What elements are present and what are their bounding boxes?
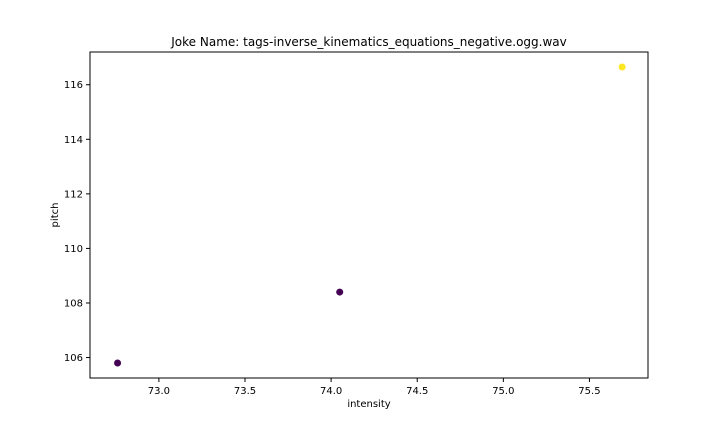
x-tick-label: 73.0	[148, 386, 170, 397]
y-tick-label: 114	[64, 135, 83, 146]
data-point	[114, 359, 122, 367]
y-axis: 106 108 110 112 114 116	[64, 80, 90, 364]
y-tick-label: 108	[64, 298, 83, 309]
x-tick-label: 74.5	[406, 386, 428, 397]
y-tick-label: 110	[64, 244, 83, 255]
y-axis-label: pitch	[50, 203, 61, 228]
x-tick-label: 75.5	[578, 386, 600, 397]
x-axis-label: intensity	[347, 399, 390, 410]
data-point	[618, 63, 626, 71]
y-tick-label: 106	[64, 353, 83, 364]
x-tick-label: 73.5	[234, 386, 256, 397]
data-point	[336, 288, 344, 296]
y-tick-label: 116	[64, 80, 83, 91]
x-axis: 73.0 73.5 74.0 74.5 75.0 75.5	[148, 378, 601, 397]
x-tick-label: 75.0	[492, 386, 514, 397]
y-tick-label: 112	[64, 189, 83, 200]
data-points	[114, 63, 626, 367]
chart-title: Joke Name: tags-inverse_kinematics_equat…	[170, 35, 566, 49]
plot-area	[89, 51, 649, 379]
x-tick-label: 74.0	[320, 386, 342, 397]
